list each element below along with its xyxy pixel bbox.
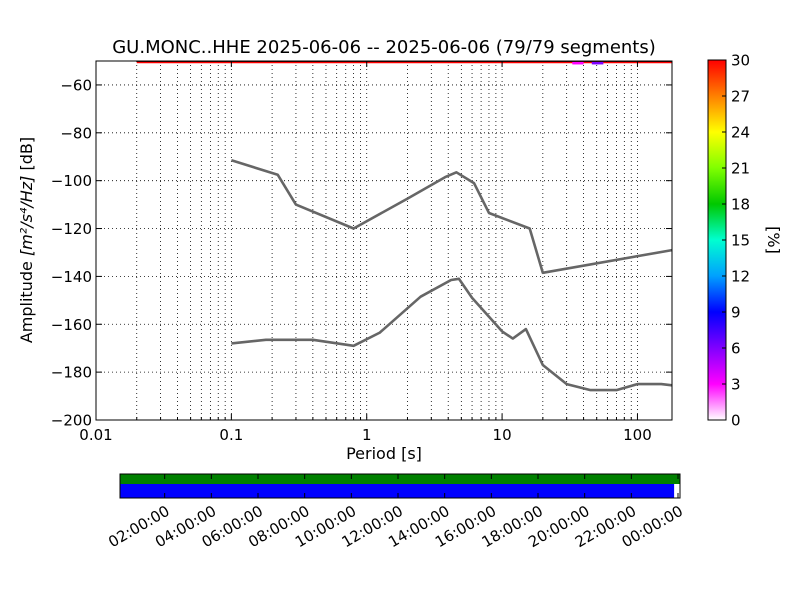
y-tick-label: −140 — [51, 268, 92, 286]
x-tick-label: 10 — [493, 426, 512, 444]
y-tick-label: −120 — [51, 220, 92, 238]
y-axis-label-prefix: Amplitude — [17, 261, 36, 343]
y-tick-label: −200 — [51, 412, 92, 430]
x-tick-label: 100 — [623, 426, 652, 444]
coverage-bar: 02:00:0004:00:0006:00:0008:00:0010:00:00… — [105, 473, 686, 551]
colorbar-tick-label: 0 — [731, 412, 741, 430]
plot-background — [96, 61, 672, 420]
x-axis-label: Period [s] — [346, 444, 422, 463]
y-tick-label: −60 — [60, 76, 92, 94]
series-layer — [231, 159, 673, 392]
y-axis-label-suffix: [dB] — [17, 137, 36, 171]
colorbar-tick-label: 30 — [731, 52, 750, 70]
chart-title: GU.MONC..HHE 2025-06-06 -- 2025-06-06 (7… — [112, 37, 656, 58]
colorbar-label: [%] — [764, 226, 783, 254]
colorbar-tick-label: 27 — [731, 88, 750, 106]
coverage-data-bar — [120, 484, 675, 498]
x-tick-label: 1 — [362, 426, 372, 444]
y-tick-label: −80 — [60, 124, 92, 142]
colorbar-tick-label: 3 — [731, 376, 741, 394]
colorbar-tick-label: 6 — [731, 340, 741, 358]
colorbar-ticks: 0 3 6 9 12 15 18 21 24 27 30 — [722, 52, 750, 430]
x-tick-label: 0.01 — [79, 426, 112, 444]
coverage-frame — [119, 473, 681, 499]
y-tick-label: −180 — [51, 364, 92, 382]
y-axis: −60 −80 −100 −120 −140 −160 −180 −200 — [51, 76, 672, 430]
series-line-2 — [231, 277, 673, 392]
colorbar: 0 3 6 9 12 15 18 21 24 27 30 [%] — [707, 52, 783, 430]
x-tick-label: 0.1 — [219, 426, 243, 444]
colorbar-tick-label: 18 — [731, 196, 750, 214]
y-axis-label-unit: m²/s⁴/Hz — [17, 181, 36, 250]
y-tick-label: −100 — [51, 172, 92, 190]
coverage-processed-bar — [120, 474, 680, 484]
y-axis-label: Amplitude [m²/s⁴/Hz] [dB] — [17, 137, 36, 343]
y-axis-label-unit-close: ] — [17, 176, 36, 183]
series-line-1 — [231, 159, 673, 275]
plot-area: 0.01 0.1 1 10 100 −60 −80 −100 −120 −140 −160 −180… — [51, 60, 673, 444]
y-axis-label-unit-open: [ — [17, 249, 36, 256]
plot-frame — [95, 60, 673, 421]
x-axis: 0.01 0.1 1 10 100 — [79, 61, 652, 444]
grid — [96, 61, 672, 420]
top-strip — [136, 60, 672, 65]
colorbar-tick-label: 21 — [731, 160, 750, 178]
colorbar-tick-label: 15 — [731, 232, 750, 250]
colorbar-tick-label: 9 — [731, 304, 741, 322]
colorbar-tick-label: 24 — [731, 124, 750, 142]
y-tick-label: −160 — [51, 316, 92, 334]
colorbar-tick-label: 12 — [731, 268, 750, 286]
